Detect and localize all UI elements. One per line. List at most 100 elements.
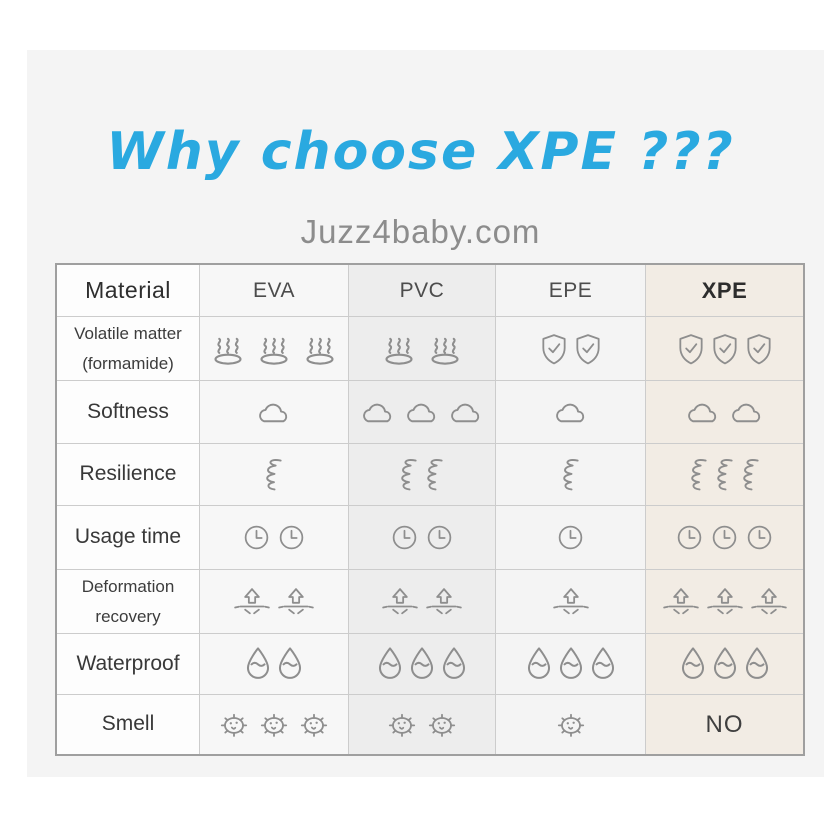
cell-deformation-recovery-pvc — [349, 570, 496, 634]
spring-icon — [264, 457, 284, 493]
clock-icon — [277, 523, 306, 552]
cell-usage-time-pvc — [349, 506, 496, 570]
germ-icon — [385, 710, 419, 740]
cell-waterproof-eva — [200, 634, 349, 695]
water-drop-icon — [558, 646, 584, 682]
spring-icon — [689, 457, 709, 493]
cell-smell-epe — [496, 695, 646, 754]
row-label-resilience: Resilience — [57, 444, 200, 506]
germ-icon — [217, 710, 251, 740]
water-drop-icon — [277, 646, 303, 682]
rebound-arrow-icon — [277, 587, 315, 617]
cell-smell-eva — [200, 695, 349, 754]
cell-usage-time-xpe — [646, 506, 803, 570]
water-drop-icon — [377, 646, 403, 682]
clock-icon — [425, 523, 454, 552]
water-drop-icon — [441, 646, 467, 682]
rebound-arrow-icon — [552, 587, 590, 617]
cloud-icon — [359, 400, 397, 425]
cell-resilience-xpe — [646, 444, 803, 506]
steam-icon — [254, 332, 294, 365]
cell-smell-pvc — [349, 695, 496, 754]
rebound-arrow-icon — [750, 587, 788, 617]
column-header-eva: EVA — [200, 265, 349, 317]
cell-waterproof-epe — [496, 634, 646, 695]
water-drop-icon — [245, 646, 271, 682]
row-label-smell: Smell — [57, 695, 200, 754]
rebound-arrow-icon — [425, 587, 463, 617]
cloud-icon — [728, 400, 766, 425]
shield-check-icon — [574, 333, 602, 365]
comparison-table: Material EVA PVC EPE XPE Volatile matter (form… — [55, 263, 805, 756]
germ-icon — [257, 710, 291, 740]
germ-icon — [425, 710, 459, 740]
row-label-waterproof: Waterproof — [57, 634, 200, 695]
water-drop-icon — [590, 646, 616, 682]
cell-volatile-matter-xpe — [646, 317, 803, 381]
clock-icon — [675, 523, 704, 552]
cell-usage-time-epe — [496, 506, 646, 570]
cell-softness-epe — [496, 381, 646, 444]
column-header-pvc: PVC — [349, 265, 496, 317]
cell-deformation-recovery-xpe — [646, 570, 803, 634]
clock-icon — [556, 523, 585, 552]
rebound-arrow-icon — [662, 587, 700, 617]
rebound-arrow-icon — [381, 587, 419, 617]
rebound-arrow-icon — [233, 587, 271, 617]
cell-usage-time-eva — [200, 506, 349, 570]
spring-icon — [741, 457, 761, 493]
clock-icon — [390, 523, 419, 552]
clock-icon — [710, 523, 739, 552]
cell-volatile-matter-pvc — [349, 317, 496, 381]
shield-check-icon — [711, 333, 739, 365]
spring-icon — [425, 457, 445, 493]
row-label-softness: Softness — [57, 381, 200, 444]
germ-icon — [297, 710, 331, 740]
cell-softness-xpe — [646, 381, 803, 444]
rebound-arrow-icon — [706, 587, 744, 617]
clock-icon — [242, 523, 271, 552]
water-drop-icon — [712, 646, 738, 682]
no-smell-label: NO — [705, 710, 744, 738]
clock-icon — [745, 523, 774, 552]
cell-volatile-matter-eva — [200, 317, 349, 381]
shield-check-icon — [540, 333, 568, 365]
column-header-material: Material — [57, 265, 200, 317]
cell-deformation-recovery-eva — [200, 570, 349, 634]
steam-icon — [425, 332, 465, 365]
water-drop-icon — [526, 646, 552, 682]
steam-icon — [208, 332, 248, 365]
spring-icon — [399, 457, 419, 493]
water-drop-icon — [744, 646, 770, 682]
cell-volatile-matter-epe — [496, 317, 646, 381]
page-title: Why choose XPE ??? — [106, 122, 735, 182]
site-name: Juzz4baby.com — [300, 213, 541, 250]
cloud-icon — [447, 400, 485, 425]
cell-deformation-recovery-epe — [496, 570, 646, 634]
cell-resilience-epe — [496, 444, 646, 506]
water-drop-icon — [409, 646, 435, 682]
cell-softness-eva — [200, 381, 349, 444]
steam-icon — [379, 332, 419, 365]
shield-check-icon — [677, 333, 705, 365]
row-label-volatile-matter: Volatile matter (formamide) — [57, 317, 200, 381]
row-label-usage-time: Usage time — [57, 506, 200, 570]
spring-icon — [561, 457, 581, 493]
cell-softness-pvc — [349, 381, 496, 444]
steam-icon — [300, 332, 340, 365]
cell-waterproof-pvc — [349, 634, 496, 695]
water-drop-icon — [680, 646, 706, 682]
row-label-deformation-recovery: Deformation recovery — [57, 570, 200, 634]
cell-resilience-pvc — [349, 444, 496, 506]
cloud-icon — [255, 400, 293, 425]
cell-resilience-eva — [200, 444, 349, 506]
germ-icon — [554, 710, 588, 740]
cloud-icon — [552, 400, 590, 425]
shield-check-icon — [745, 333, 773, 365]
column-header-xpe: XPE — [646, 265, 803, 317]
cloud-icon — [403, 400, 441, 425]
content-panel: Why choose XPE ??? Juzz4baby.com Materia… — [27, 50, 824, 777]
spring-icon — [715, 457, 735, 493]
cell-smell-xpe: NO — [646, 695, 803, 754]
cloud-icon — [684, 400, 722, 425]
